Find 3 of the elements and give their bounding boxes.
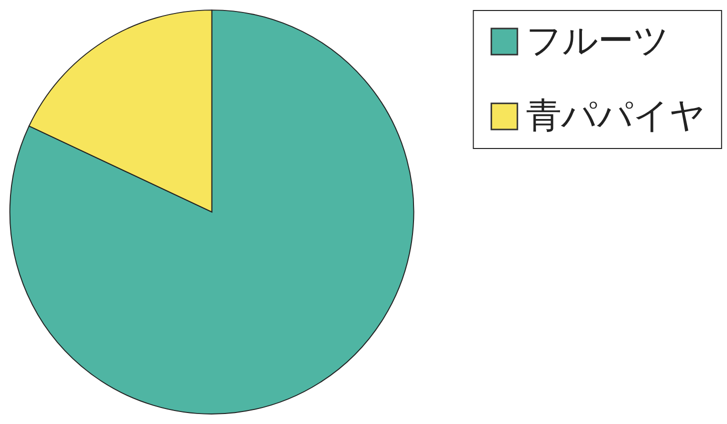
pie-slice (10, 10, 414, 414)
legend-label: 青パパイヤ (526, 95, 706, 136)
legend-label: フルーツ (526, 20, 670, 62)
